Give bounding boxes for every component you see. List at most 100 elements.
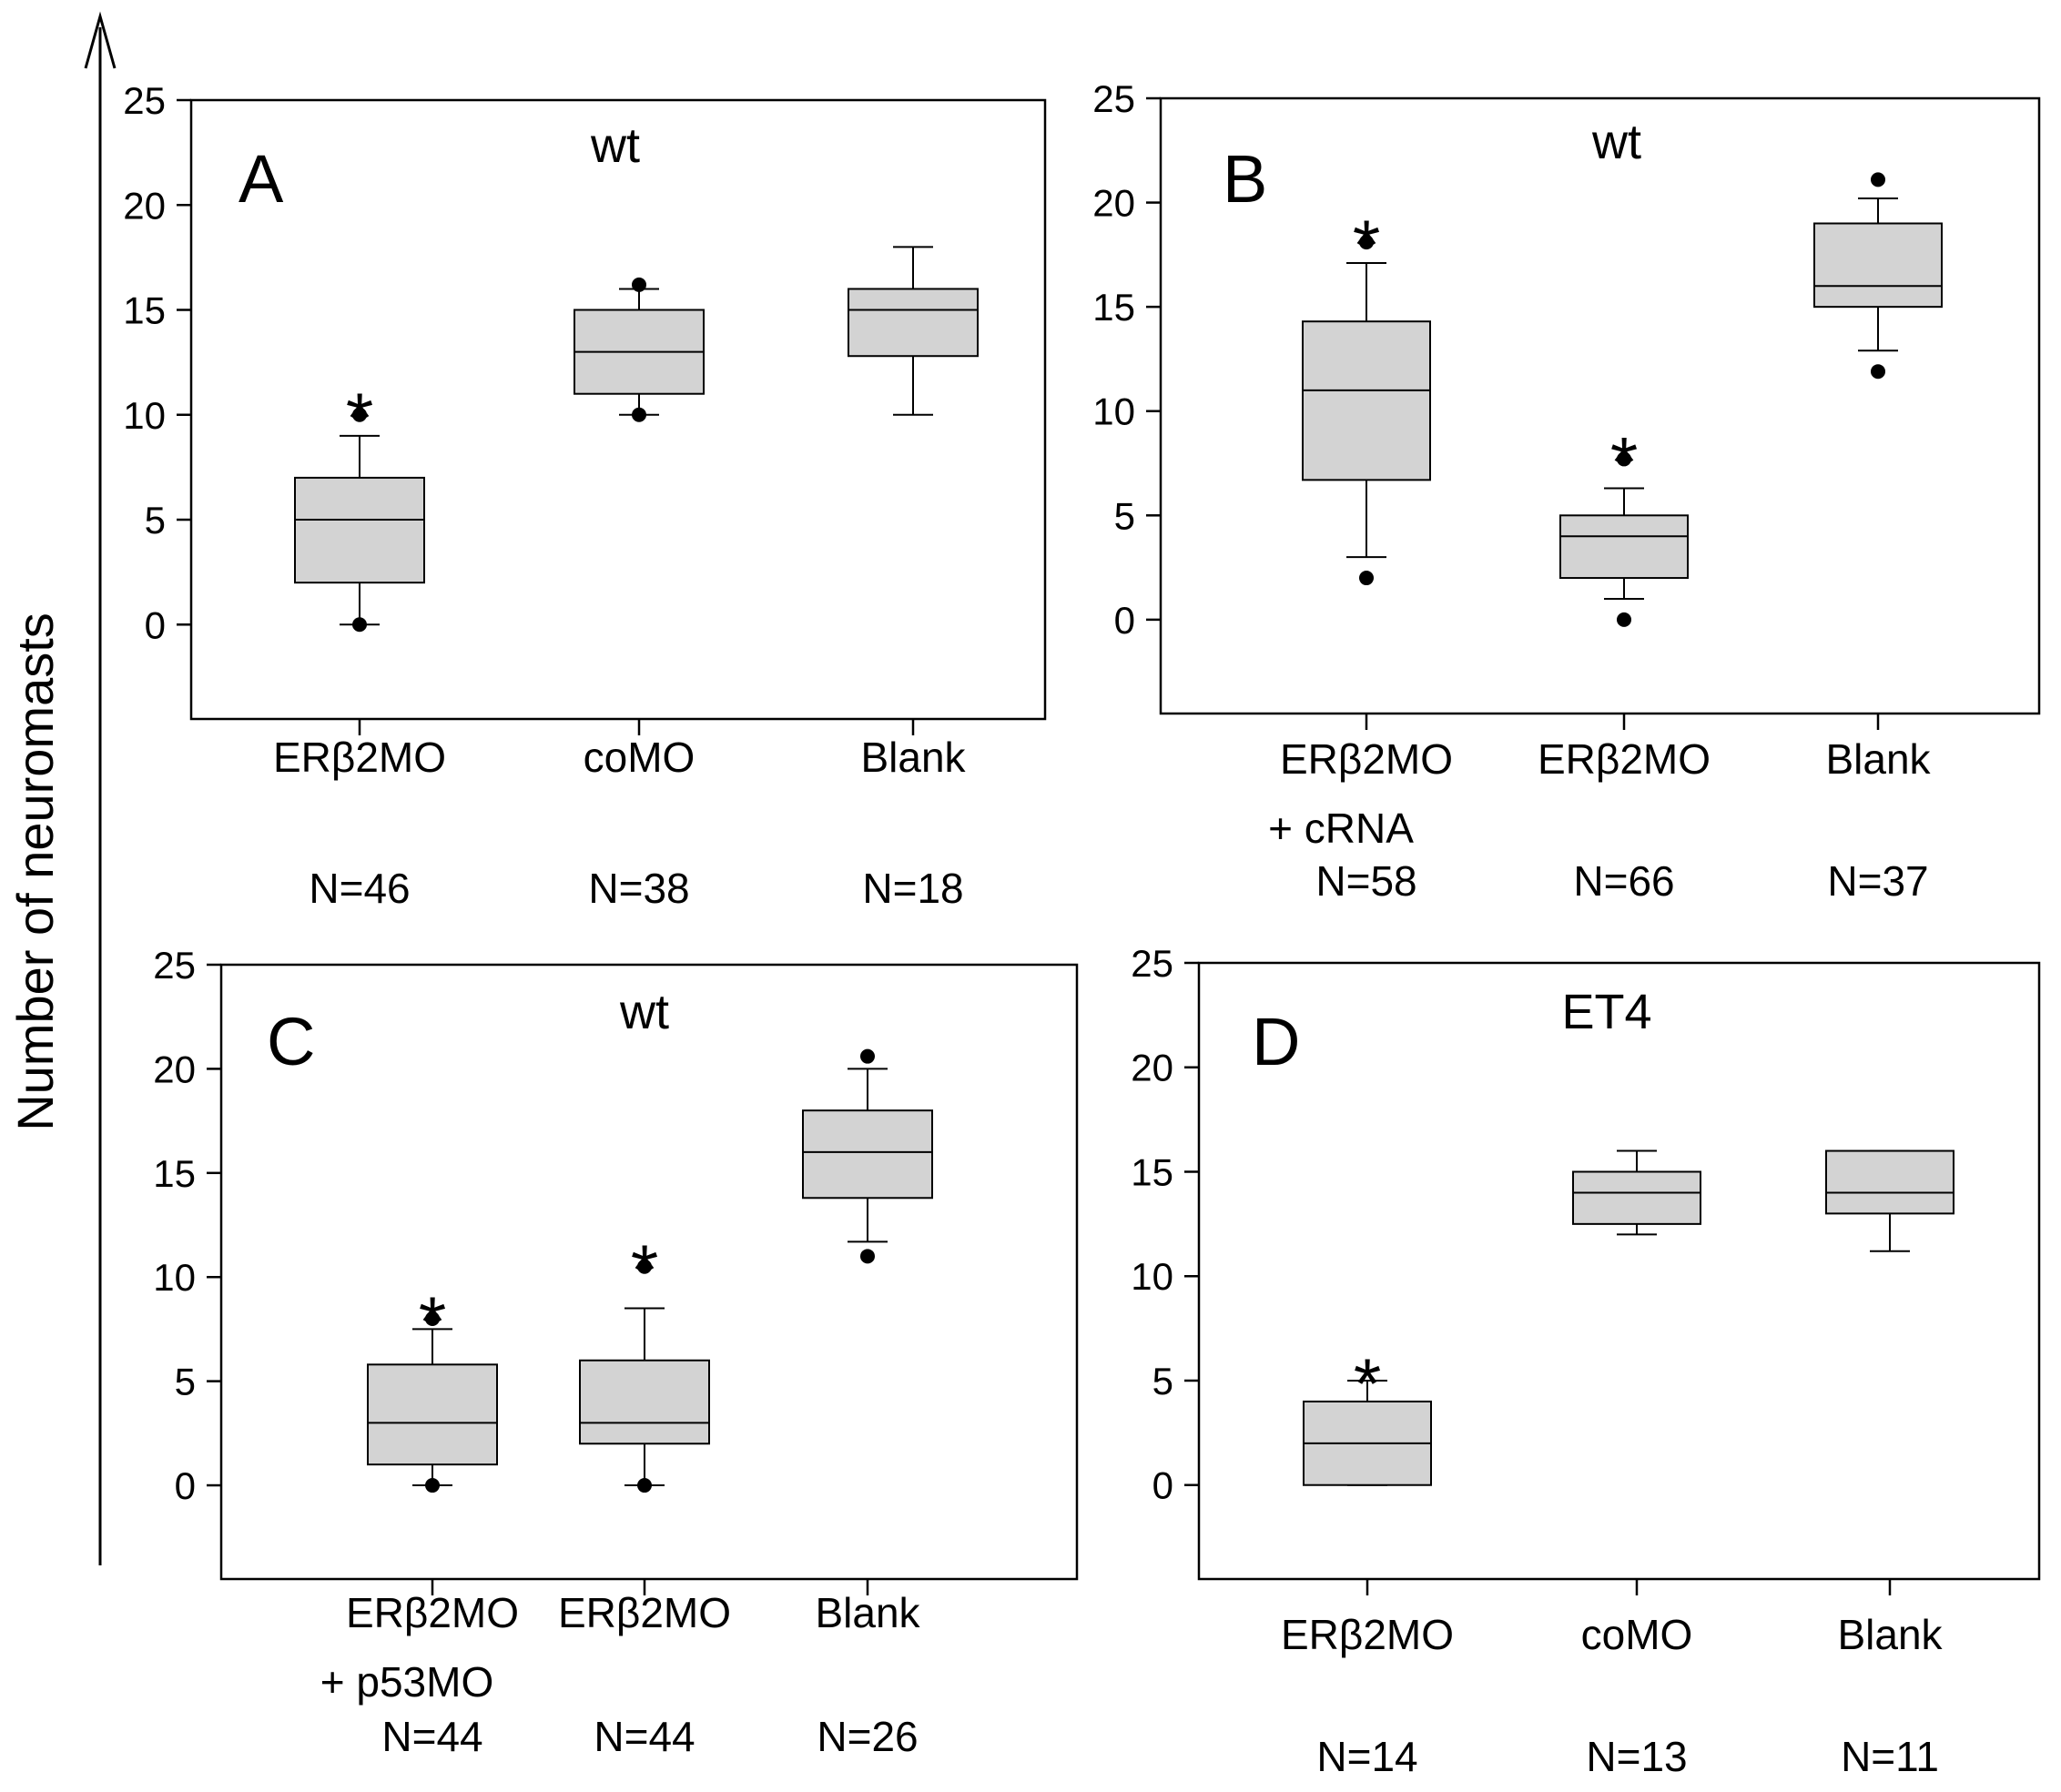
category-label: Blank	[815, 1589, 920, 1636]
box-group: coMO N=38	[574, 277, 705, 912]
outlier-point	[632, 407, 646, 422]
significance-star: *	[1353, 205, 1380, 285]
y-tick-label: 20	[1092, 182, 1135, 225]
sample-size-label: N=38	[588, 865, 689, 912]
sample-size-label: N=26	[817, 1713, 918, 1760]
box	[294, 476, 425, 584]
category-label: ERβ2MO	[1538, 735, 1711, 783]
plot-frame	[219, 963, 1079, 1581]
y-tick-label: 25	[1131, 942, 1173, 985]
outlier-point	[860, 1048, 875, 1064]
sample-size-label: N=44	[381, 1713, 482, 1760]
outlier-point	[1617, 612, 1631, 627]
outlier-point	[1359, 571, 1374, 586]
sample-size-label: N=13	[1586, 1733, 1687, 1780]
panel-d: 0 5 10 15 20 25 D ET4 * ERβ2MO N=14 coMO N=13 Blank N=…	[1131, 942, 2041, 1780]
box-group: * ERβ2MO N=66	[1538, 421, 1711, 905]
box	[1559, 514, 1689, 580]
outlier-point	[352, 407, 367, 422]
y-tick-label: 15	[1131, 1150, 1173, 1193]
y-tick-label: 10	[123, 394, 166, 437]
category-label: Blank	[1825, 735, 1931, 783]
global-y-axis-label: Number of neuromasts	[6, 613, 64, 1131]
plot-frame	[1197, 961, 2041, 1581]
category-label-line2: + p53MO	[320, 1658, 494, 1706]
box	[1302, 320, 1431, 481]
box-group: * ERβ2MO + p53MO N=44	[320, 1281, 519, 1760]
panel-title: wt	[590, 118, 640, 173]
outlier-point	[632, 277, 646, 292]
y-tick-label: 0	[1152, 1464, 1173, 1507]
box-group: * ERβ2MO + cRNA N=58	[1268, 205, 1453, 905]
category-label: Blank	[860, 734, 966, 781]
box-group: Blank N=11	[1825, 1149, 1954, 1780]
outlier-point	[637, 1478, 652, 1493]
sample-size-label: N=44	[594, 1713, 695, 1760]
category-label: Blank	[1837, 1611, 1943, 1658]
y-tick-label: 15	[123, 289, 166, 332]
sample-size-label: N=58	[1315, 857, 1416, 905]
global-y-axis: Number of neuromasts	[6, 11, 117, 1565]
global-y-axis-arrowhead	[84, 11, 117, 69]
y-tick-label: 10	[153, 1256, 196, 1299]
category-label: ERβ2MO	[1281, 1611, 1454, 1658]
outlier-point	[637, 1259, 652, 1274]
box	[1572, 1170, 1701, 1225]
box	[1813, 222, 1943, 309]
panel-title: ET4	[1561, 985, 1651, 1039]
y-tick-label: 25	[153, 944, 196, 987]
box-group: * ERβ2MO N=46	[273, 378, 446, 912]
box-group: coMO N=13	[1572, 1149, 1701, 1780]
y-tick-label: 5	[175, 1361, 196, 1403]
panels: 0 5 10 15 20 25 A wt * ERβ2MO N=46 coMO N=38 Blank N=1…	[123, 77, 2041, 1780]
outlier-point	[1617, 451, 1631, 467]
y-tick-label: 20	[153, 1048, 196, 1090]
outlier-point	[352, 617, 367, 633]
box-group: * ERβ2MO N=14	[1281, 1343, 1454, 1780]
y-tick-label: 5	[145, 499, 166, 542]
y-tick-label: 25	[123, 79, 166, 122]
panel-c: 0 5 10 15 20 25 C wt * ERβ2MO + p53MO N=44 * ERβ2MO N=…	[153, 944, 1079, 1760]
significance-star: *	[631, 1230, 658, 1310]
category-label: ERβ2MO	[273, 734, 446, 781]
outlier-point	[1359, 235, 1374, 250]
outlier-point	[860, 1249, 875, 1264]
sample-size-label: N=11	[1841, 1733, 1939, 1780]
box	[367, 1363, 498, 1466]
category-label: ERβ2MO	[558, 1589, 731, 1636]
box-group: Blank N=37	[1813, 172, 1943, 905]
y-tick-label: 20	[1131, 1047, 1173, 1089]
box	[802, 1109, 933, 1200]
sample-size-label: N=46	[309, 865, 410, 912]
y-tick-label: 25	[1092, 77, 1135, 120]
plot-frame	[189, 98, 1047, 721]
panel-title: wt	[1591, 115, 1641, 169]
outlier-point	[1871, 172, 1885, 187]
y-tick-label: 10	[1092, 390, 1135, 433]
box	[1825, 1149, 1954, 1215]
panel-a: 0 5 10 15 20 25 A wt * ERβ2MO N=46 coMO N=38 Blank N=1…	[123, 79, 1047, 912]
plot-frame	[1159, 96, 2041, 715]
significance-star: *	[1610, 421, 1638, 501]
category-label: coMO	[584, 734, 695, 781]
panel-letter: A	[239, 141, 284, 217]
sample-size-label: N=18	[862, 865, 963, 912]
y-tick-label: 5	[1114, 494, 1135, 537]
outlier-point	[425, 1478, 440, 1493]
panel-letter: C	[267, 1004, 315, 1079]
y-tick-label: 5	[1152, 1360, 1173, 1402]
sample-size-label: N=66	[1573, 857, 1674, 905]
significance-star: *	[1354, 1343, 1381, 1423]
panel-letter: B	[1223, 141, 1267, 217]
category-label: ERβ2MO	[1280, 735, 1453, 783]
y-tick-label: 15	[1092, 286, 1135, 329]
significance-star: *	[419, 1281, 446, 1362]
category-label-line2: + cRNA	[1268, 805, 1414, 852]
y-tick-label: 15	[153, 1152, 196, 1195]
box-group: Blank N=18	[848, 246, 979, 912]
outlier-point	[1871, 364, 1885, 380]
significance-star: *	[346, 378, 373, 458]
y-tick-label: 0	[175, 1464, 196, 1507]
panel-b: 0 5 10 15 20 25 B wt * ERβ2MO + cRNA N=58 * ERβ2MO N=6…	[1092, 77, 2041, 905]
